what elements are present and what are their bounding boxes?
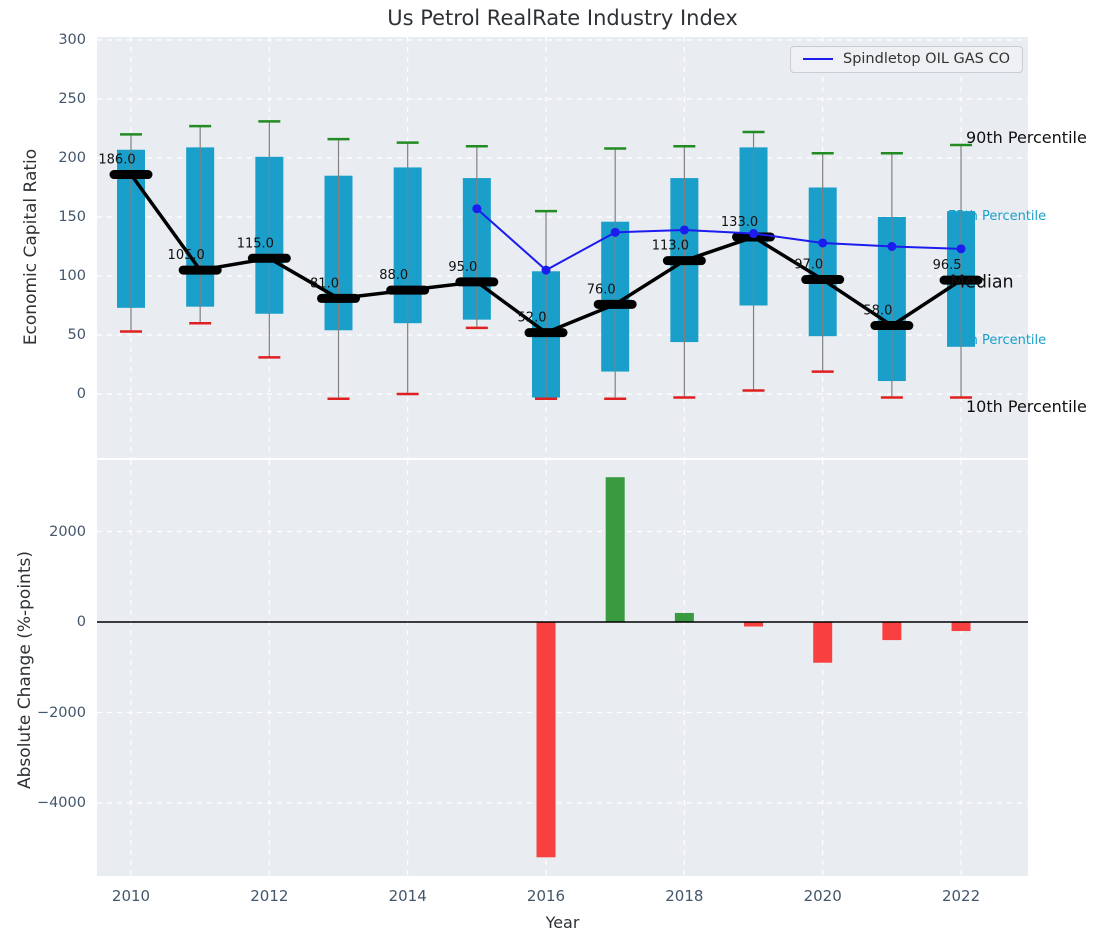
median-value-label: 113.0 bbox=[652, 239, 689, 254]
company-point bbox=[956, 244, 966, 254]
median-value-label: 88.0 bbox=[379, 268, 408, 283]
top-y-axis-label: Economic Capital Ratio bbox=[21, 148, 41, 346]
company-point bbox=[610, 227, 620, 237]
change-bar bbox=[605, 477, 625, 622]
chart-title: Us Petrol RealRate Industry Index bbox=[387, 6, 738, 30]
median-value-label: 115.0 bbox=[237, 236, 274, 251]
change-bar-chart bbox=[97, 460, 1028, 876]
company-point bbox=[818, 238, 828, 248]
x-tick-label: 2020 bbox=[803, 887, 842, 905]
median-value-label: 105.0 bbox=[168, 248, 205, 263]
top-plot-area: 186.0 105.0 115.0 81.0 88.0 95.0 52.0 76.0 113.0… bbox=[97, 37, 1028, 458]
top-y-tick-label: 200 bbox=[58, 149, 86, 166]
x-tick-label: 2016 bbox=[526, 887, 566, 905]
x-tick-label: 2022 bbox=[941, 887, 981, 905]
change-bar bbox=[882, 622, 902, 641]
change-bar bbox=[813, 622, 833, 663]
top-y-tick-label: 300 bbox=[58, 31, 86, 48]
bottom-y-tick-label: 0 bbox=[76, 613, 86, 630]
bottom-y-tick-label: −4000 bbox=[36, 794, 86, 811]
median-value-label: 95.0 bbox=[448, 260, 477, 275]
bottom-y-tick-label: −2000 bbox=[36, 704, 86, 721]
annotation-median: Median bbox=[950, 272, 1014, 293]
top-y-tick-label: 150 bbox=[58, 208, 86, 225]
legend: Spindletop OIL GAS CO bbox=[790, 46, 1024, 73]
x-tick-label: 2010 bbox=[111, 887, 151, 905]
legend-line-icon bbox=[803, 58, 833, 60]
annotation-90th-percentile: 90th Percentile bbox=[966, 128, 1087, 148]
annotation-25th-percentile: 25th Percentile bbox=[948, 332, 1047, 348]
change-bar bbox=[951, 622, 971, 632]
percentile-chart: 186.0 105.0 115.0 81.0 88.0 95.0 52.0 76.0 113.0… bbox=[97, 37, 1028, 458]
x-tick-label: 2012 bbox=[250, 887, 289, 905]
company-point bbox=[749, 229, 759, 239]
x-axis-label: Year bbox=[545, 913, 580, 932]
top-y-tick-label: 250 bbox=[58, 90, 86, 107]
legend-label: Spindletop OIL GAS CO bbox=[843, 51, 1011, 67]
x-tick-label: 2014 bbox=[388, 887, 427, 905]
median-value-label: 133.0 bbox=[721, 215, 758, 230]
annotation-10th-percentile: 10th Percentile bbox=[966, 397, 1087, 417]
top-y-tick-label: 50 bbox=[67, 326, 86, 343]
median-value-label: 76.0 bbox=[587, 282, 616, 297]
bottom-y-tick-label: 2000 bbox=[49, 523, 86, 540]
median-value-label: 97.0 bbox=[794, 258, 823, 273]
bottom-plot-area bbox=[97, 460, 1028, 876]
top-y-tick-label: 100 bbox=[58, 267, 86, 284]
median-value-label: 96.5 bbox=[933, 258, 962, 273]
company-point bbox=[887, 242, 897, 251]
change-bar bbox=[536, 622, 556, 858]
company-point bbox=[541, 265, 551, 275]
median-value-label: 186.0 bbox=[98, 153, 135, 168]
change-bar bbox=[674, 612, 694, 622]
median-value-label: 52.0 bbox=[518, 311, 547, 326]
bottom-y-axis-label: Absolute Change (%-points) bbox=[15, 551, 35, 789]
median-value-label: 58.0 bbox=[863, 304, 892, 319]
company-line bbox=[476, 207, 962, 272]
company-point bbox=[679, 225, 689, 235]
company-point bbox=[472, 204, 482, 214]
annotation-75th-percentile: 75th Percentile bbox=[948, 208, 1047, 224]
top-y-tick-label: 0 bbox=[76, 385, 86, 402]
change-bar bbox=[744, 622, 764, 627]
x-tick-label: 2018 bbox=[665, 887, 704, 905]
median-value-label: 81.0 bbox=[310, 276, 339, 291]
